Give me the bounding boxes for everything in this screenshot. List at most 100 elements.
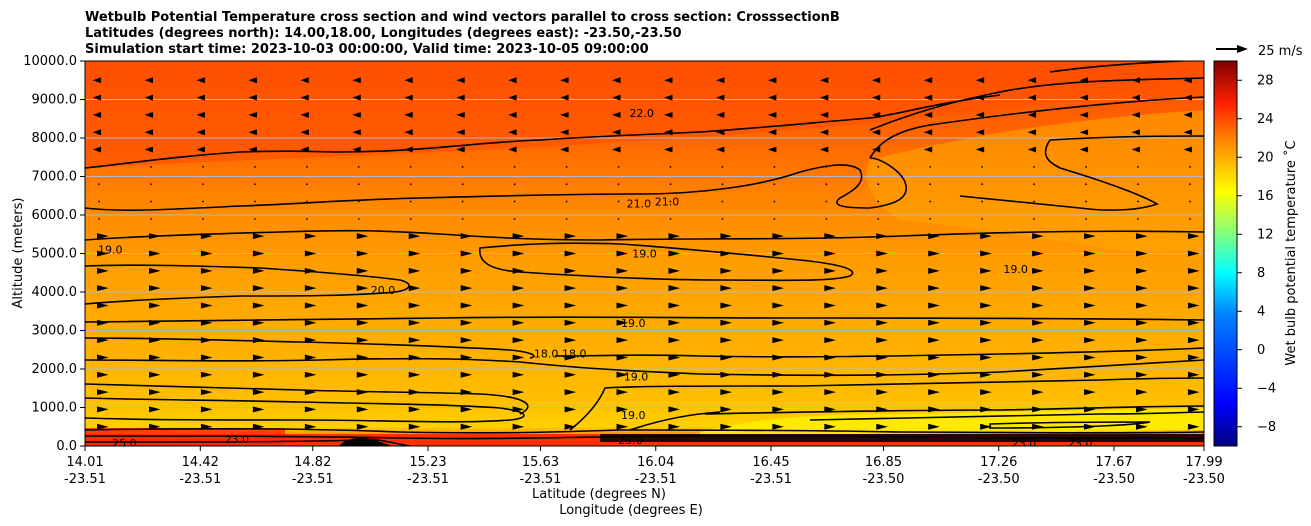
- wind-vector: [767, 146, 777, 153]
- wind-vector: [929, 217, 932, 220]
- wind-vector: [773, 217, 776, 220]
- wind-vector: [981, 183, 984, 186]
- wind-vector: [1085, 165, 1087, 168]
- wind-vector: [876, 319, 888, 326]
- wind-vector: [149, 302, 161, 309]
- x-tick-label-lat: 14.42: [182, 455, 219, 470]
- colorbar-tick-label: 12: [1257, 227, 1274, 242]
- wind-vector: [252, 371, 265, 378]
- wind-vector: [1189, 200, 1191, 203]
- wind-vector: [356, 371, 369, 378]
- wind-vector: [923, 94, 933, 101]
- wind-vector: [819, 129, 829, 136]
- wind-vector: [409, 183, 412, 186]
- wind-vector: [513, 183, 516, 186]
- wind-vector: [248, 146, 257, 153]
- wind-vector: [202, 183, 204, 186]
- wind-vector: [617, 200, 620, 203]
- wind-vector: [356, 233, 369, 240]
- contour-label: 18.0: [534, 348, 559, 361]
- wind-vector: [560, 129, 569, 136]
- wind-vector: [1027, 77, 1037, 84]
- wind-vector: [564, 389, 577, 396]
- wind-vector: [460, 319, 473, 326]
- wind-vector: [564, 354, 577, 361]
- wind-vector: [512, 233, 525, 240]
- wind-vector: [149, 423, 161, 430]
- y-tick-label: 1000.0: [32, 401, 78, 416]
- wind-vector: [248, 129, 257, 136]
- wind-vector: [304, 267, 317, 274]
- wind-vector: [772, 233, 784, 240]
- wind-vector: [1187, 389, 1200, 396]
- wind-vector: [97, 337, 109, 344]
- wind-vector: [409, 165, 412, 168]
- wind-vector: [981, 200, 984, 203]
- wind-vector: [149, 389, 161, 396]
- wind-vector: [1183, 94, 1192, 101]
- wind-vector: [664, 94, 673, 101]
- wind-vector: [928, 337, 940, 344]
- wind-vector: [1135, 250, 1148, 257]
- wind-vector: [876, 233, 888, 240]
- contour-label: 23.0: [225, 433, 250, 446]
- wind-vector: [980, 267, 992, 274]
- wind-vector: [144, 111, 154, 118]
- wind-vector: [150, 200, 152, 203]
- wind-vector: [565, 200, 568, 203]
- wind-vector: [1137, 217, 1139, 220]
- wind-vector: [1084, 267, 1096, 274]
- contour-18-low: [629, 405, 1204, 431]
- wind-vector: [876, 406, 888, 413]
- contour-16: [989, 421, 1151, 429]
- wind-vector: [1032, 406, 1044, 413]
- wind-vector: [668, 302, 681, 309]
- wind-vector: [97, 267, 109, 274]
- wind-vector: [767, 129, 777, 136]
- wind-vector: [772, 302, 784, 309]
- wind-vector: [149, 285, 161, 292]
- wind-vector: [876, 285, 888, 292]
- wind-vector: [1032, 285, 1044, 292]
- wind-vector: [508, 111, 517, 118]
- wind-vector: [824, 354, 836, 361]
- contour-label: 25.0: [112, 437, 137, 450]
- wind-vector: [252, 285, 265, 292]
- contour-label: 22.0: [629, 107, 654, 120]
- wind-vector: [720, 285, 733, 292]
- wind-vector: [928, 371, 940, 378]
- wind-vector: [98, 183, 100, 186]
- wind-vector: [721, 200, 724, 203]
- wind-vector: [668, 233, 681, 240]
- wind-vector: [669, 165, 672, 168]
- wind-vector: [929, 183, 932, 186]
- wind-vector: [144, 129, 154, 136]
- wind-vector: [616, 337, 629, 344]
- wind-vector: [304, 319, 317, 326]
- wind-vector: [97, 354, 109, 361]
- wind-vector: [460, 267, 473, 274]
- wind-vector: [819, 146, 829, 153]
- wind-vector: [460, 371, 473, 378]
- wind-vector: [200, 302, 213, 309]
- quiver-key-label: 25 m/s: [1258, 44, 1303, 59]
- wind-vector: [1084, 371, 1096, 378]
- wind-vector: [512, 354, 525, 361]
- wind-vector: [564, 337, 577, 344]
- wind-vector: [1187, 233, 1200, 240]
- wind-vector: [928, 233, 940, 240]
- wind-vector: [1033, 217, 1036, 220]
- wind-vector: [1032, 319, 1044, 326]
- wind-vector: [404, 129, 413, 136]
- wind-vector: [202, 165, 204, 168]
- contour-label: 23.0: [618, 434, 643, 447]
- wind-vector: [1135, 337, 1148, 344]
- contour-label: 19.0: [621, 409, 646, 422]
- wind-vector: [357, 183, 360, 186]
- wind-vector: [981, 217, 984, 220]
- wind-vector: [1032, 302, 1044, 309]
- wind-vector: [460, 250, 473, 257]
- wind-vector: [980, 371, 992, 378]
- contour-25-surface: [85, 438, 411, 446]
- wind-vector: [460, 423, 473, 430]
